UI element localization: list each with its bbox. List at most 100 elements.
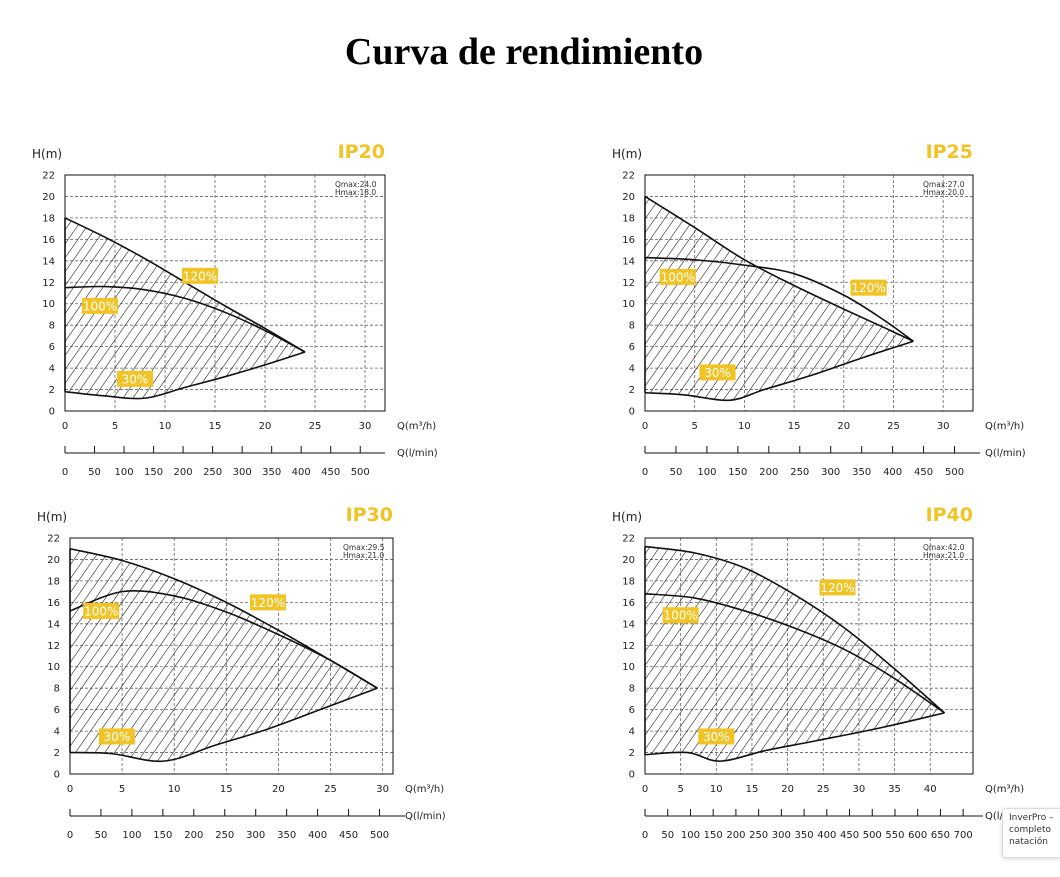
speed-badge: 120% — [249, 594, 286, 611]
x-tick-label: 20 — [781, 784, 794, 795]
speed-badge: 100% — [662, 607, 699, 624]
y-tick-label: 10 — [42, 299, 55, 310]
y-tick-label: 2 — [629, 748, 635, 759]
curve-30 — [644, 340, 914, 402]
speed-badge: 30% — [98, 728, 135, 745]
x-tick-label: 25 — [817, 784, 830, 795]
y-tick-label: 0 — [49, 407, 55, 418]
curve-100 — [64, 285, 306, 353]
x2-tick-label: 450 — [321, 467, 340, 478]
y-tick-label: 0 — [54, 770, 60, 781]
x2-tick-label: 50 — [661, 830, 674, 841]
y-tick-label: 2 — [49, 385, 55, 396]
y-tick-label: 12 — [622, 641, 635, 652]
spec-text: Hmax:18.0 — [335, 188, 376, 197]
x-tick-label: 0 — [62, 421, 68, 432]
curve-120 — [644, 545, 946, 714]
x2-tick-label: 250 — [749, 830, 768, 841]
curve-100 — [644, 256, 914, 342]
x2-tick-label: 300 — [821, 467, 840, 478]
spec-text: Hmax:21.0 — [343, 551, 384, 560]
speed-badge-label: 100% — [663, 609, 697, 623]
speed-badge-label: 30% — [104, 730, 131, 744]
y-axis-title: H(m) — [32, 147, 62, 161]
x2-axis-title: Q(l/min) — [985, 448, 1026, 459]
y-tick-label: 18 — [47, 576, 60, 587]
page-title: Curva de rendimiento — [344, 31, 704, 73]
model-label: IP30 — [346, 504, 393, 526]
y-tick-label: 8 — [54, 684, 60, 695]
x-axis-title: Q(m³/h) — [985, 784, 1024, 795]
x2-tick-label: 650 — [931, 830, 950, 841]
speed-badge: 30% — [698, 728, 735, 745]
x2-tick-label: 300 — [772, 830, 791, 841]
y-tick-label: 14 — [622, 619, 635, 630]
x-tick-label: 30 — [359, 421, 372, 432]
spec-text: Hmax:20.0 — [923, 188, 964, 197]
x-axis-title: Q(m³/h) — [397, 421, 436, 432]
curve-100 — [69, 589, 378, 689]
x2-tick-label: 300 — [233, 467, 252, 478]
x2-tick-label: 450 — [339, 830, 358, 841]
speed-badge-label: 30% — [703, 730, 730, 744]
x2-tick-label: 600 — [908, 830, 927, 841]
y-tick-label: 2 — [54, 748, 60, 759]
x2-tick-label: 200 — [726, 830, 745, 841]
spec-text: Hmax:21.0 — [923, 551, 964, 560]
x2-tick-label: 500 — [863, 830, 882, 841]
model-label: IP20 — [338, 141, 385, 163]
chart-ip20: H(m) IP20 Qmax:24.0 Hmax:18.0 0 2 4 6 8 10 12 14 16 1… — [30, 140, 470, 495]
y-tick-label: 6 — [49, 342, 55, 353]
x-tick-label: 25 — [887, 421, 900, 432]
y-tick-label: 6 — [629, 342, 635, 353]
x2-tick-label: 50 — [95, 830, 108, 841]
spec-text: Qmax:24.0 — [335, 180, 377, 189]
y-tick-label: 16 — [622, 235, 635, 246]
curve-30 — [69, 687, 378, 763]
speed-badge-label: 100% — [84, 604, 118, 618]
x-tick-label: 5 — [677, 784, 683, 795]
y-tick-label: 8 — [629, 321, 635, 332]
y-tick-label: 20 — [622, 192, 635, 203]
x-tick-label: 30 — [853, 784, 866, 795]
y-tick-label: 16 — [622, 598, 635, 609]
y-tick-label: 4 — [629, 727, 635, 738]
speed-badge: 100% — [82, 297, 118, 314]
x2-tick-label: 100 — [122, 830, 141, 841]
x2-tick-label: 150 — [153, 830, 172, 841]
x-tick-label: 10 — [738, 421, 751, 432]
x-axis-title: Q(m³/h) — [985, 421, 1024, 432]
curve-120 — [644, 195, 914, 342]
chart-ip30: H(m) IP30 Qmax:29.5 Hmax:21.0 0 2 4 6 8 10 12 14 16 1… — [35, 503, 475, 858]
x2-tick-label: 0 — [642, 467, 648, 478]
speed-badge-label: 120% — [851, 281, 885, 295]
y-tick-label: 18 — [42, 213, 55, 224]
tooltip-line: InverPro – — [1009, 813, 1054, 823]
x2-tick-label: 0 — [642, 830, 648, 841]
x2-tick-label: 300 — [246, 830, 265, 841]
y-tick-label: 10 — [47, 662, 60, 673]
x-tick-label: 5 — [119, 784, 125, 795]
x2-tick-label: 100 — [115, 467, 134, 478]
x2-axis-title: Q(l/m — [985, 811, 1013, 822]
x2-tick-label: 50 — [88, 467, 101, 478]
x-tick-label: 15 — [746, 784, 759, 795]
x2-tick-label: 400 — [817, 830, 836, 841]
y-tick-label: 4 — [49, 364, 55, 375]
x2-tick-label: 450 — [840, 830, 859, 841]
speed-badge-label: 100% — [83, 299, 117, 313]
y-tick-label: 2 — [629, 385, 635, 396]
y-tick-label: 20 — [622, 555, 635, 566]
x2-tick-label: 500 — [945, 467, 964, 478]
x-tick-label: 25 — [309, 421, 322, 432]
speed-badge: 120% — [819, 579, 856, 596]
y-tick-label: 8 — [49, 321, 55, 332]
y-tick-label: 6 — [629, 705, 635, 716]
x-tick-label: 25 — [324, 784, 337, 795]
x-tick-label: 10 — [159, 421, 172, 432]
y-tick-label: 12 — [622, 278, 635, 289]
y-tick-label: 10 — [622, 662, 635, 673]
x2-tick-label: 250 — [203, 467, 222, 478]
